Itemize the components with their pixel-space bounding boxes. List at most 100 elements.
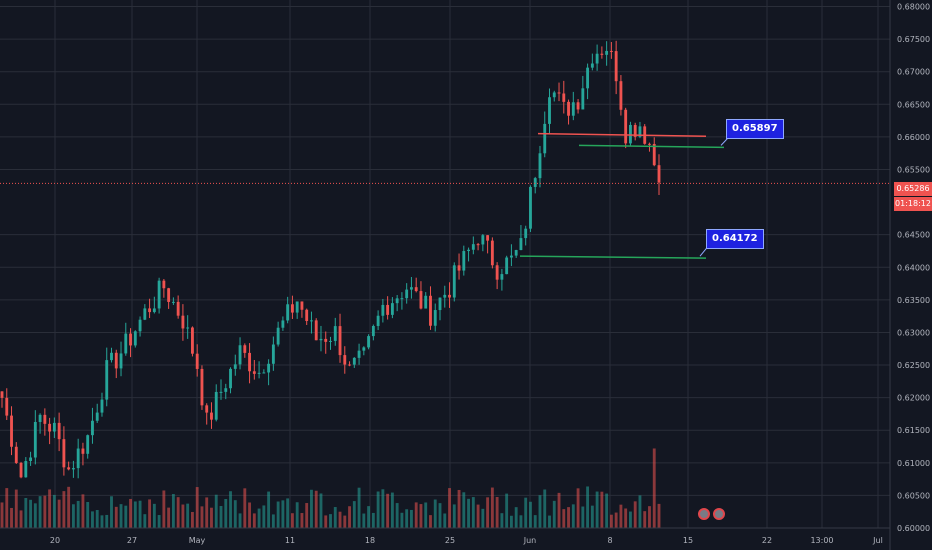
price-tick-label: 0.66000	[897, 133, 930, 142]
volume-bar	[471, 497, 475, 528]
trend-lines[interactable]	[0, 132, 890, 259]
price-tick-label: 0.67000	[897, 68, 930, 77]
candle-body	[595, 53, 599, 64]
candle-body	[314, 320, 318, 341]
candle-body	[214, 391, 218, 420]
volume-bar	[271, 514, 275, 528]
callout-lower[interactable]: 0.64172	[706, 229, 764, 249]
volume-bar	[119, 504, 123, 528]
volume-bar	[571, 504, 575, 528]
candle-body	[352, 357, 356, 365]
candle-body	[533, 178, 537, 187]
candle-body	[348, 364, 351, 366]
volume-bar	[333, 507, 337, 528]
candle-body	[95, 412, 99, 421]
candle-body	[414, 287, 418, 292]
candle-body	[305, 309, 309, 322]
candle-body	[219, 391, 223, 393]
volume-bar	[419, 504, 423, 528]
candle-body	[29, 457, 32, 462]
price-tick-label: 0.65500	[897, 165, 930, 174]
candle-body	[176, 301, 180, 316]
event-flag-icon[interactable]	[698, 508, 710, 520]
volume-bar	[300, 513, 304, 528]
candle-body	[257, 372, 261, 374]
candle-body	[48, 423, 52, 432]
volume-bar	[76, 500, 80, 528]
candle-body	[152, 308, 156, 313]
time-tick-label: Jul	[872, 536, 883, 545]
volume-bar	[329, 514, 332, 528]
price-tick-label: 0.62500	[897, 361, 930, 370]
volume-bar	[157, 515, 161, 528]
volume-bar	[633, 501, 637, 528]
candle-body	[5, 397, 9, 416]
price-axis[interactable]: 0.68000 0.67500 0.67000 0.66500 0.66000 0.655…	[889, 0, 930, 550]
volume-bar	[624, 508, 628, 528]
price-tick-label: 0.64500	[897, 231, 930, 240]
volume-bar	[605, 493, 609, 528]
volume-bar	[424, 502, 428, 528]
time-tick-label: 8	[607, 536, 612, 545]
candle-body	[500, 274, 504, 280]
candle-body	[205, 405, 209, 413]
volume-bar	[152, 503, 156, 528]
event-flag-icon[interactable]	[713, 508, 725, 520]
candle-body	[14, 446, 18, 463]
time-tick-label: 13:00	[810, 536, 833, 545]
candle-body	[243, 345, 247, 353]
time-tick-label: May	[189, 536, 206, 545]
candle-body	[371, 325, 375, 337]
candle-body	[133, 331, 137, 346]
volume-bar	[657, 503, 661, 528]
candle-body	[119, 353, 123, 369]
candle-body	[390, 303, 394, 315]
candle-body	[410, 287, 413, 290]
candle-body	[400, 298, 404, 300]
time-tick-label: 11	[285, 536, 295, 545]
candle-body	[567, 101, 570, 116]
price-tick-label: 0.66500	[897, 100, 930, 109]
current-price-tag: 0.65286	[894, 182, 932, 196]
volume-bar	[295, 502, 299, 528]
candle-body	[590, 63, 594, 68]
candle-body	[405, 289, 409, 299]
resistance-line	[537, 132, 707, 137]
callout-upper[interactable]: 0.65897	[726, 119, 784, 139]
candle-body	[524, 228, 528, 239]
volume-bar	[224, 498, 228, 528]
time-axis[interactable]: 20 27 May 11 18 25 Jun 8 15 22 13:00 Jul	[0, 527, 890, 545]
volume-bar	[33, 503, 37, 528]
candle-body	[267, 363, 271, 373]
volume-bar	[452, 504, 456, 528]
candle-body	[552, 92, 556, 98]
candle-body	[157, 280, 161, 309]
candle-body	[419, 291, 423, 309]
candle-body	[162, 280, 166, 289]
candle-body	[629, 124, 632, 144]
candle-body	[490, 240, 494, 266]
candle-body	[576, 102, 580, 110]
price-tick-label: 0.63500	[897, 296, 930, 305]
volume-bar	[519, 515, 523, 528]
candle-body	[381, 304, 385, 316]
volume-bar	[600, 491, 604, 528]
volume-bar	[148, 499, 152, 528]
candle-body	[210, 412, 213, 420]
candle-body	[467, 249, 470, 252]
time-tick-label: 20	[50, 536, 60, 545]
price-tick-label: 0.61000	[897, 459, 930, 468]
volume-bars	[0, 448, 661, 528]
volume-bar	[352, 501, 356, 528]
candle-body	[448, 294, 451, 298]
volume-bar	[343, 515, 347, 528]
volume-bar	[500, 513, 504, 528]
candle-body	[605, 50, 609, 55]
volume-bar	[609, 514, 613, 528]
candle-body	[624, 109, 628, 144]
candle-body	[271, 344, 275, 364]
candle-body	[633, 124, 637, 137]
candle-body	[252, 371, 256, 374]
candle-body	[505, 257, 509, 275]
